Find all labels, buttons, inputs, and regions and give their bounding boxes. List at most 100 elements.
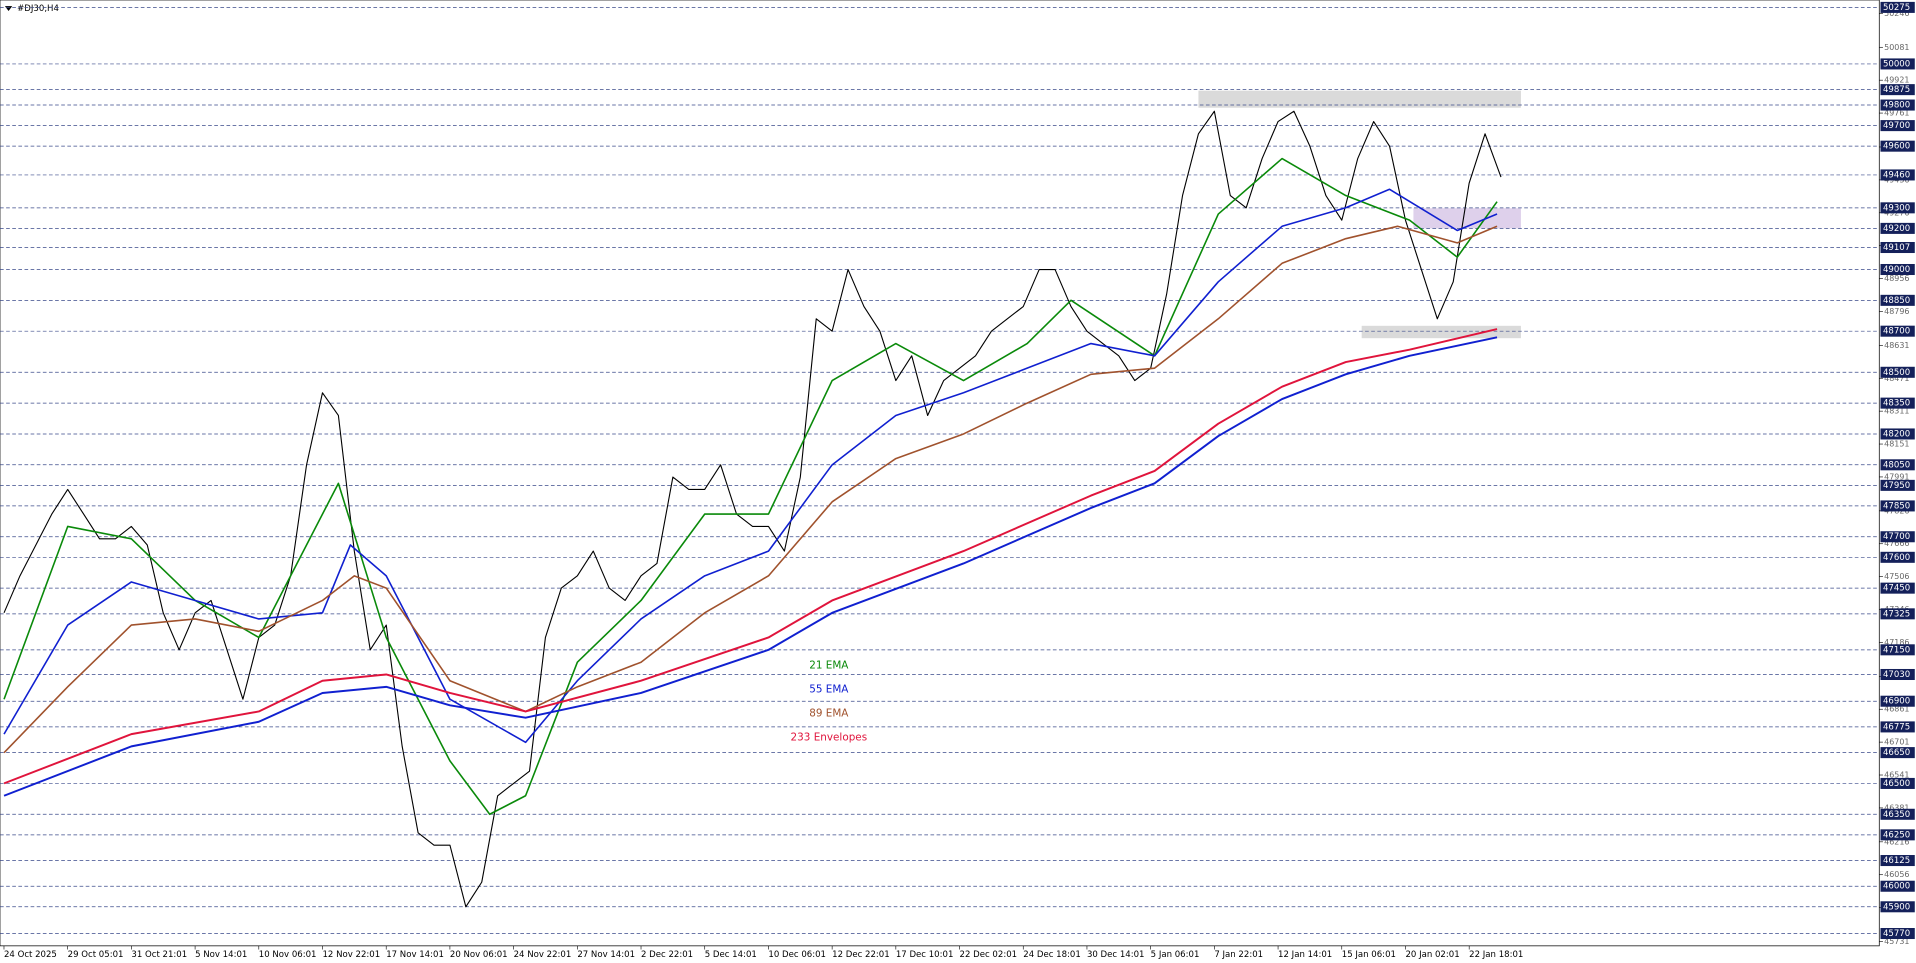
price-zone [1361, 325, 1521, 339]
indicator-line [3, 328, 1498, 785]
level-label: 47150 [1883, 645, 1910, 655]
level-label: 47030 [1883, 670, 1910, 680]
x-tick-label: 17 Dec 10:01 [896, 950, 954, 960]
level-label-box [1880, 459, 1915, 471]
y-tick-label: 46701 [1884, 738, 1909, 747]
x-tick-label: 12 Dec 22:01 [832, 950, 890, 960]
x-tick-label: 10 Nov 06:01 [259, 950, 317, 960]
x-tick-label: 5 Dec 14:01 [705, 950, 757, 960]
level-label-box [1880, 668, 1915, 681]
level-label-box [1880, 140, 1915, 152]
level-label: 49000 [1883, 265, 1910, 275]
level-label-box [1880, 99, 1915, 111]
y-tick-label: 48956 [1884, 274, 1909, 283]
level-label-box [1880, 169, 1915, 181]
level-label: 49875 [1883, 85, 1910, 95]
level-label-box [1880, 829, 1915, 841]
level-label: 48200 [1883, 429, 1910, 439]
level-label: 46125 [1883, 856, 1910, 866]
level-label: 46500 [1883, 779, 1910, 789]
envelope-lower [3, 336, 1498, 797]
level-label: 49600 [1883, 142, 1910, 152]
y-tick-label: 46216 [1884, 837, 1909, 846]
level-label: 46650 [1883, 748, 1910, 758]
level-label-box [1880, 120, 1915, 132]
x-tick-label: 5 Nov 14:01 [195, 950, 247, 960]
level-label: 48050 [1883, 460, 1910, 470]
level-label-box [1880, 582, 1915, 594]
indicator-line [3, 225, 1498, 754]
x-tick-label: 29 Oct 05:01 [68, 950, 124, 960]
level-label-box [1880, 202, 1915, 214]
y-tick-label: 46541 [1884, 771, 1909, 780]
price-zone [1413, 208, 1521, 229]
level-label-box [1880, 366, 1915, 378]
level-label-box [1880, 84, 1915, 96]
level-label-box [1880, 551, 1915, 563]
level-label-box [1880, 397, 1915, 409]
level-label: 47850 [1883, 501, 1910, 511]
level-label-box [1880, 808, 1915, 820]
x-tick-label: 20 Nov 06:01 [450, 950, 508, 960]
level-label: 50275 [1883, 3, 1910, 13]
level-label: 47950 [1883, 481, 1910, 491]
x-tick-label: 2 Dec 22:01 [641, 950, 693, 960]
x-tick-label: 24 Nov 22:01 [514, 950, 572, 960]
x-tick-label: 12 Jan 14:01 [1278, 950, 1332, 960]
y-tick-label: 49761 [1884, 109, 1909, 118]
x-tick-label: 27 Nov 14:01 [577, 950, 635, 960]
level-label-box [1880, 294, 1915, 306]
y-tick-label: 48471 [1884, 374, 1909, 383]
level-label-box [1880, 927, 1915, 940]
chart-title: #DJ30,H4 [17, 4, 59, 14]
level-label: 49300 [1883, 203, 1910, 213]
level-label: 46900 [1883, 697, 1910, 707]
level-label-box [1880, 325, 1915, 337]
level-label-box [1880, 222, 1915, 234]
level-label: 47325 [1883, 609, 1910, 619]
level-label-box [1880, 608, 1915, 620]
legend-entry: 89 EMA [809, 707, 849, 719]
level-label-box [1880, 263, 1915, 276]
x-tick-label: 5 Jan 06:01 [1151, 950, 1200, 960]
y-tick-label: 48796 [1884, 307, 1909, 316]
x-tick-label: 22 Dec 02:01 [960, 950, 1018, 960]
x-tick-label: 7 Jan 22:01 [1214, 950, 1263, 960]
level-label-box [1880, 777, 1915, 789]
level-label: 46350 [1883, 810, 1910, 820]
level-label: 45770 [1883, 929, 1910, 939]
level-label-box [1880, 531, 1915, 543]
level-label: 46775 [1883, 722, 1910, 732]
level-label: 49460 [1883, 170, 1910, 180]
level-label: 48850 [1883, 296, 1910, 306]
level-label-box [1880, 58, 1915, 70]
y-tick-label: 46861 [1884, 705, 1909, 714]
level-label-box [1880, 500, 1915, 512]
level-label-box [1880, 901, 1915, 913]
plot-frame [0, 0, 1880, 947]
price-line [3, 110, 1502, 908]
legend-entry: 233 Envelopes [791, 731, 868, 743]
level-label: 46000 [1883, 882, 1910, 892]
level-label: 45900 [1883, 902, 1910, 912]
level-label-box [1880, 241, 1915, 254]
level-label: 48350 [1883, 399, 1910, 409]
y-tick-label: 48631 [1884, 341, 1909, 350]
level-label: 48500 [1883, 368, 1910, 378]
level-label: 50000 [1883, 59, 1910, 69]
legend-entry: 21 EMA [809, 659, 849, 671]
x-tick-label: 24 Dec 18:01 [1023, 950, 1081, 960]
level-label-box [1880, 479, 1915, 491]
level-label-box [1880, 428, 1915, 440]
y-tick-label: 45731 [1884, 937, 1909, 946]
level-label-box [1880, 747, 1915, 759]
y-tick-label: 50081 [1884, 43, 1909, 52]
level-label-box [1880, 880, 1915, 892]
x-tick-label: 17 Nov 14:01 [386, 950, 444, 960]
x-tick-label: 30 Dec 14:01 [1087, 950, 1145, 960]
level-label-box [1880, 855, 1915, 867]
level-label: 47600 [1883, 553, 1910, 563]
y-tick-label: 49921 [1884, 76, 1909, 85]
level-label: 47700 [1883, 532, 1910, 542]
